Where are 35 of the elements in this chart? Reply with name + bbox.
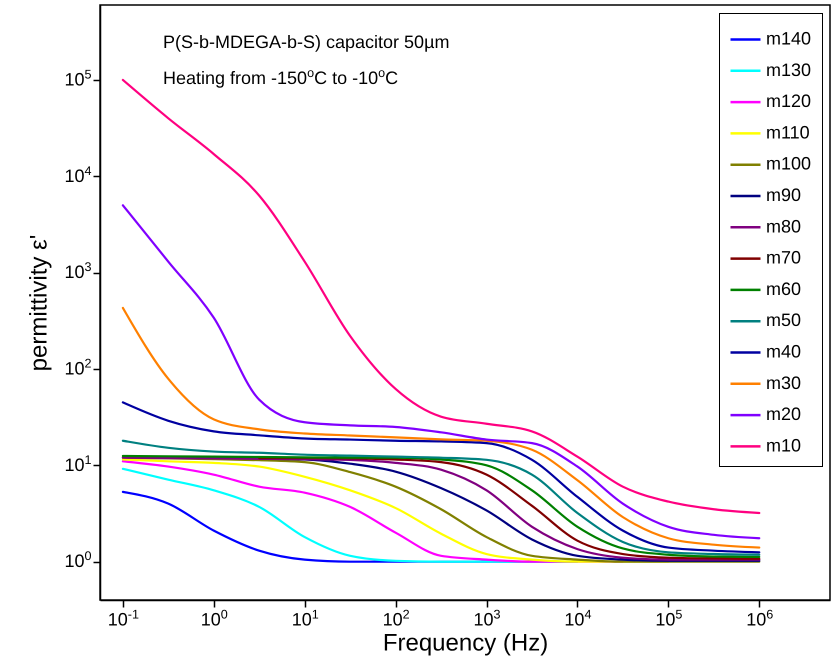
x-axis-title: Frequency (Hz) (382, 630, 548, 656)
legend-label: m70 (766, 248, 802, 268)
legend-label: m30 (766, 372, 802, 393)
x-tick-label: 10$^{1}$ (292, 608, 319, 630)
x-tick-label: 10$^{-1}$ (108, 608, 140, 630)
x-tick-label: 10$^{4}$ (564, 608, 592, 630)
y-tick-label: 10$^{2}$ (64, 356, 92, 378)
legend-label: m50 (766, 310, 802, 330)
legend-label: m80 (766, 216, 802, 236)
y-tick-label: 10$^{0}$ (64, 549, 92, 572)
line-series (122, 401, 760, 554)
legend-label: m40 (766, 342, 802, 362)
y-tick-label: 10$^{4}$ (64, 164, 92, 186)
y-axis-title: permittivity ε' (26, 234, 53, 372)
x-tick-label: 10$^{3}$ (474, 608, 501, 630)
legend-label: m20 (766, 404, 802, 424)
x-tick-label: 10$^{5}$ (655, 608, 682, 630)
legend-label: m140 (766, 28, 812, 48)
legend-label: m100 (766, 154, 812, 174)
legend-label: m10 (766, 435, 802, 456)
x-tick-label: 10$^{2}$ (382, 608, 410, 630)
annotation: P(S-b-MDEGA-b-S) capacitor 50µm (163, 32, 450, 52)
line-series (122, 306, 760, 549)
x-tick-label: 10$^{0}$ (200, 608, 228, 630)
legend-label: m120 (766, 91, 812, 112)
legend-label: m110 (766, 122, 810, 142)
annotation: Heating from -150$^{o}$C to -10$^{o}$C (163, 66, 398, 88)
line-series (122, 204, 760, 540)
y-tick-label: 10$^{1}$ (64, 452, 92, 475)
legend-label: m90 (766, 185, 802, 205)
legend-label: m60 (766, 278, 802, 299)
y-tick-label: 10$^{3}$ (64, 260, 92, 282)
x-tick-label: 10$^{6}$ (746, 608, 774, 630)
legend-label: m130 (766, 60, 812, 80)
y-tick-label: 10$^{5}$ (64, 67, 92, 90)
